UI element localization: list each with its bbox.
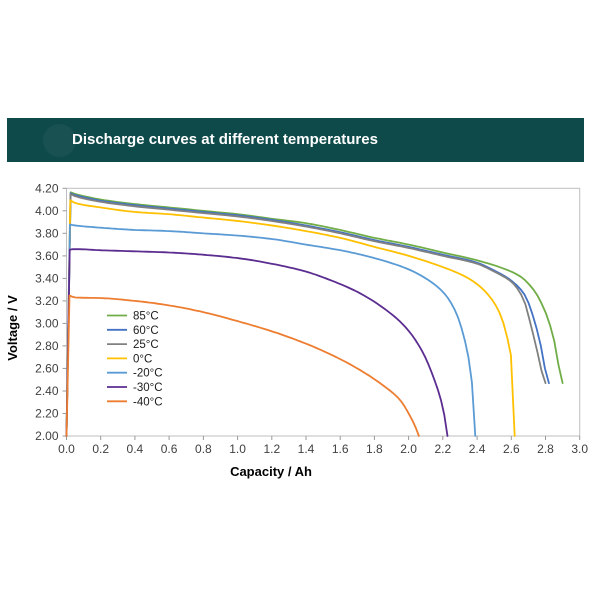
svg-text:2.0: 2.0	[400, 442, 417, 456]
svg-text:2.6: 2.6	[503, 442, 520, 456]
svg-text:2.20: 2.20	[35, 407, 59, 421]
svg-text:2.2: 2.2	[434, 442, 451, 456]
svg-text:2.8: 2.8	[537, 442, 554, 456]
svg-text:0.8: 0.8	[195, 442, 212, 456]
svg-text:3.00: 3.00	[35, 316, 59, 330]
svg-text:60°C: 60°C	[133, 325, 159, 337]
svg-text:3.60: 3.60	[35, 249, 59, 263]
svg-text:2.60: 2.60	[35, 361, 59, 375]
svg-text:85°C: 85°C	[133, 311, 159, 323]
svg-text:Capacity / Ah: Capacity / Ah	[230, 464, 312, 479]
svg-text:1.0: 1.0	[229, 442, 246, 456]
svg-text:0.0: 0.0	[58, 442, 75, 456]
svg-text:3.40: 3.40	[35, 271, 59, 285]
svg-text:0.4: 0.4	[127, 442, 144, 456]
svg-text:4.20: 4.20	[35, 181, 59, 195]
svg-text:1.6: 1.6	[332, 442, 349, 456]
svg-text:-40°C: -40°C	[133, 396, 163, 408]
svg-text:0.6: 0.6	[161, 442, 178, 456]
svg-text:3.80: 3.80	[35, 226, 59, 240]
svg-text:1.8: 1.8	[366, 442, 383, 456]
svg-text:1.4: 1.4	[298, 442, 315, 456]
svg-text:0°C: 0°C	[133, 353, 152, 365]
svg-text:2.80: 2.80	[35, 339, 59, 353]
svg-text:25°C: 25°C	[133, 339, 159, 351]
svg-text:-20°C: -20°C	[133, 368, 163, 380]
svg-text:2.00: 2.00	[35, 429, 59, 443]
svg-text:1.2: 1.2	[263, 442, 280, 456]
svg-text:3.20: 3.20	[35, 294, 59, 308]
svg-text:4.00: 4.00	[35, 204, 59, 218]
svg-text:2.4: 2.4	[469, 442, 486, 456]
svg-text:-30°C: -30°C	[133, 382, 163, 394]
svg-text:0.2: 0.2	[92, 442, 109, 456]
svg-text:Voltage / V: Voltage / V	[5, 295, 20, 361]
svg-text:2.40: 2.40	[35, 384, 59, 398]
svg-text:3.0: 3.0	[571, 442, 588, 456]
